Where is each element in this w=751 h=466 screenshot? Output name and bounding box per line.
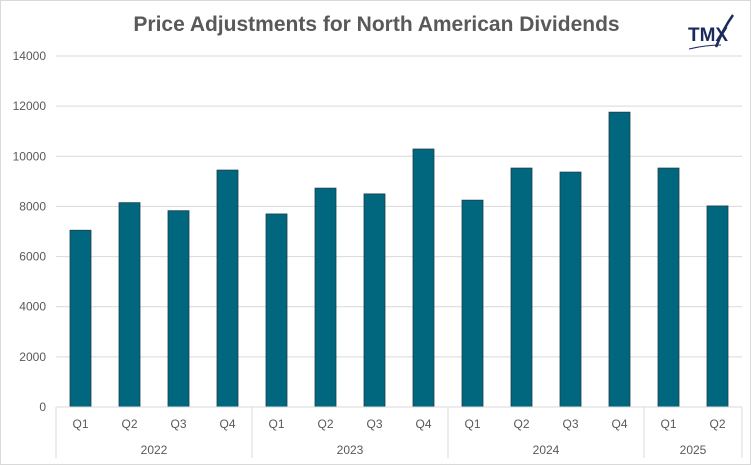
x-tick-label: Q2: [317, 417, 333, 431]
y-tick-label: 0: [39, 400, 46, 414]
bar: [216, 169, 239, 408]
x-tick-label: Q1: [72, 417, 88, 431]
x-tick-label: Q2: [121, 417, 137, 431]
y-tick-label: 6000: [19, 250, 46, 264]
x-tick-label: Q1: [464, 417, 480, 431]
y-tick-label: 12000: [13, 99, 47, 113]
y-tick-label: 10000: [13, 149, 47, 163]
bar: [167, 210, 190, 408]
bar: [608, 111, 631, 408]
bar: [412, 148, 435, 408]
tmx-logo: TMX: [688, 25, 728, 46]
bar: [706, 205, 729, 408]
y-tick-label: 4000: [19, 300, 46, 314]
x-tick-label: Q3: [170, 417, 186, 431]
logo-underline: [688, 44, 722, 50]
x-tick-label: Q3: [562, 417, 578, 431]
bar: [461, 199, 484, 408]
bar: [559, 171, 582, 408]
group-label: 2022: [141, 443, 168, 457]
x-tick-label: Q4: [611, 417, 627, 431]
group-label: 2023: [337, 443, 364, 457]
group-label: 2024: [533, 443, 560, 457]
bar: [265, 213, 288, 408]
x-tick-label: Q4: [219, 417, 235, 431]
bar: [69, 229, 92, 408]
x-tick-label: Q1: [268, 417, 284, 431]
y-tick-label: 2000: [19, 350, 46, 364]
chart-title: Price Adjustments for North American Div…: [133, 13, 620, 36]
y-tick-label: 8000: [19, 199, 46, 213]
group-label: 2025: [680, 443, 707, 457]
bar: [363, 193, 386, 408]
x-tick-label: Q4: [415, 417, 431, 431]
bar: [314, 187, 337, 408]
x-tick-label: Q1: [660, 417, 676, 431]
x-tick-label: Q2: [709, 417, 725, 431]
x-tick-label: Q3: [366, 417, 382, 431]
y-tick-label: 14000: [13, 49, 47, 63]
bar: [510, 167, 533, 408]
bar: [657, 167, 680, 408]
x-tick-label: Q2: [513, 417, 529, 431]
bar: [118, 202, 141, 408]
logo-swoosh: [714, 14, 735, 48]
